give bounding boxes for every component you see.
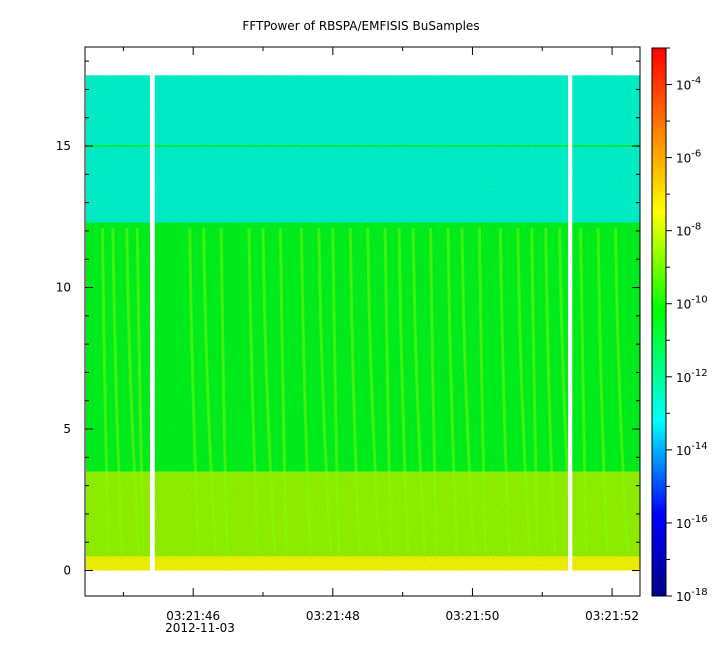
y-tick-label: 10 [56, 281, 71, 295]
x-tick-label: 03:21:50 [445, 609, 499, 623]
x-tick-label: 03:21:48 [306, 609, 360, 623]
x-tick-label: 03:21:52 [585, 609, 639, 623]
colorbar-gradient [651, 47, 667, 597]
chorus-element [579, 228, 589, 554]
colorbar-tick-label: 10-12 [676, 368, 708, 385]
colorbar-tick-label: 10-16 [676, 514, 708, 531]
band-upper [86, 75, 640, 223]
chorus-element [247, 228, 260, 554]
colorbar-tick-label: 10-18 [676, 587, 708, 604]
chorus-element [614, 228, 630, 554]
chorus-element [383, 228, 393, 554]
chorus-element [331, 228, 341, 554]
chorus-element [278, 228, 288, 554]
chorus-element [135, 228, 145, 554]
x-date-label: 2012-11-03 [165, 621, 235, 635]
chorus-element [111, 228, 124, 554]
colorbar-tick-label: 10-14 [676, 441, 708, 458]
chorus-element [219, 228, 229, 554]
chorus-element [100, 228, 110, 554]
chorus-element [411, 228, 427, 554]
chorus-element [299, 228, 312, 554]
chorus-element [397, 228, 410, 554]
y-tick-label: 15 [56, 139, 71, 153]
data-gap [568, 75, 573, 571]
y-tick-label: 5 [63, 422, 71, 436]
colorbar-tick-label: 10-6 [676, 149, 701, 166]
chorus-element [460, 228, 476, 554]
chorus-element [348, 228, 361, 554]
band-low [86, 556, 640, 571]
chorus-element [498, 228, 511, 554]
chorus-element [202, 228, 218, 554]
plot-frame [84, 46, 641, 597]
chorus-element [446, 228, 459, 554]
chorus-element [188, 228, 201, 554]
chorus-element [125, 228, 141, 554]
band-middle [86, 222, 640, 472]
chorus-element [530, 228, 540, 554]
y-tick-label: 0 [63, 564, 71, 578]
x-axis: 2012-11-03 03:21:46 03:21:48 03:21:50 03:21… [122, 47, 639, 635]
band-lower [86, 471, 640, 557]
colorbar-tick-label: 10-10 [676, 295, 708, 312]
colorbar-tick-label: 10-4 [676, 76, 701, 93]
spectrogram-plot-area [84, 46, 641, 597]
data-gap [149, 75, 155, 571]
chorus-element [429, 228, 439, 554]
chorus-element [261, 228, 277, 554]
colorbar-tick-label: 10-8 [676, 222, 701, 239]
chorus-element [477, 228, 487, 554]
y-axis: 0 5 10 15 [56, 60, 640, 578]
colorbar: 10-18 10-16 10-14 10-12 10-10 10-8 10-6 10-4 [651, 47, 708, 604]
chart-title: FFTPower of RBSPA/EMFISIS BuSamples [242, 19, 479, 33]
chorus-element [317, 228, 333, 554]
chorus-element [596, 228, 609, 554]
chorus-element [544, 228, 557, 554]
x-tick-label: 03:21:46 [166, 609, 220, 623]
chorus-element [366, 228, 382, 554]
chorus-element [516, 228, 532, 554]
